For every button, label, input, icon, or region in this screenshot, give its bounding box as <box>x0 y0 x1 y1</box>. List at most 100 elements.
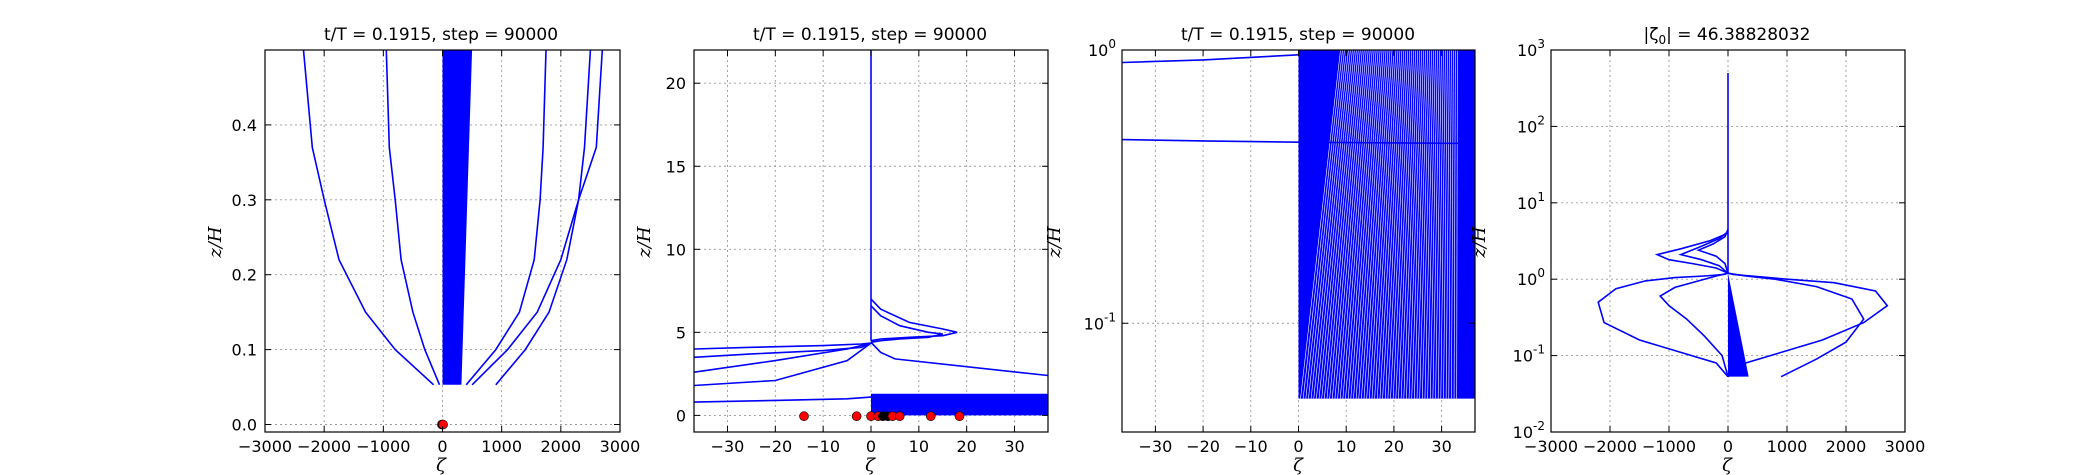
band-hatch <box>1390 50 1409 399</box>
y-tick-label: 0.0 <box>232 416 257 435</box>
x-tick-label: −30 <box>711 437 745 456</box>
y-axis-label: z/H <box>205 226 226 259</box>
chart-panel-1: t/T = 0.1915, step = 90000 ζ z/H −3000 −2… <box>205 25 640 475</box>
data-marker <box>438 419 448 430</box>
band-hatch <box>1406 50 1421 399</box>
band-hatch <box>1451 50 1454 399</box>
x-tick-label: −2000 <box>297 437 351 456</box>
profile-band <box>871 393 1048 416</box>
x-tick-label: 0 <box>866 437 876 456</box>
profile-line <box>1597 272 1729 378</box>
profile-line <box>870 305 943 344</box>
y-tick-label: 5 <box>676 323 686 342</box>
band-hatch <box>1347 50 1377 399</box>
x-tick-label: 1000 <box>1767 437 1808 456</box>
band-hatch <box>1337 50 1369 399</box>
x-tick-label: 20 <box>956 437 976 456</box>
band-hatch <box>1445 50 1450 399</box>
y-tick-label: 0.1 <box>232 341 257 360</box>
y-tick-label: 100 <box>1517 266 1545 289</box>
x-tick-label: 0 <box>437 437 447 456</box>
profile-line <box>471 50 604 386</box>
band-hatch <box>1316 50 1353 399</box>
plot-area <box>1122 50 1475 399</box>
band-hatch <box>1376 50 1399 399</box>
y-tick-label: 0.4 <box>232 116 257 135</box>
x-tick-label: −2000 <box>1583 437 1637 456</box>
profile-line <box>694 342 872 359</box>
band-hatch <box>1324 50 1359 399</box>
y-tick-label: 100 <box>1088 37 1116 60</box>
band-hatch <box>1440 50 1446 399</box>
profile-line <box>694 342 872 373</box>
band-hatch <box>1379 50 1401 399</box>
band-hatch <box>1318 50 1355 399</box>
y-tick-label: 10-2 <box>1513 419 1545 442</box>
band-hatch <box>1331 50 1365 399</box>
band-hatch <box>1424 50 1434 399</box>
x-tick-label: 20 <box>1384 437 1404 456</box>
band-hatch <box>1421 50 1432 399</box>
plot-area <box>694 50 1048 416</box>
y-tick-label: 102 <box>1517 113 1545 136</box>
chart-title: t/T = 0.1915, step = 90000 <box>1181 25 1415 45</box>
band-hatch <box>1369 50 1393 399</box>
x-tick-label: 30 <box>1431 437 1451 456</box>
band-hatch <box>1453 50 1456 399</box>
x-tick-label: 2000 <box>1826 437 1867 456</box>
y-tick-label: 101 <box>1517 190 1545 213</box>
band-hatch <box>1456 50 1458 399</box>
chart-panel-3: t/T = 0.1915, step = 90000 ζ z/H −30 −20−… <box>1044 25 1476 475</box>
band-hatch <box>1321 50 1357 399</box>
band-hatch <box>1334 50 1367 399</box>
x-tick-label: 30 <box>1004 437 1024 456</box>
band-hatch <box>1310 50 1349 399</box>
band-hatch <box>1443 50 1448 399</box>
band-hatch <box>1429 50 1438 399</box>
data-marker <box>954 411 965 422</box>
profile-line <box>1678 230 1729 274</box>
profile-line <box>302 50 435 386</box>
x-tick-label: −1000 <box>1642 437 1696 456</box>
profile-line <box>1122 138 1475 145</box>
band-hatch <box>1366 50 1391 399</box>
y-tick-label: 0 <box>676 406 686 425</box>
x-axis-label: ζ <box>865 455 876 475</box>
y-tick-label: 0.3 <box>232 191 257 210</box>
chart-title: t/T = 0.1915, step = 90000 <box>324 25 558 45</box>
chart-panel-4: |ζ0| = 46.38828032 ζ z/H −3000 −2000 −1000… <box>1469 25 1925 475</box>
band-hatch <box>1345 50 1375 399</box>
chart-panel-2: t/T = 0.1915, step = 90000 ζ z/H −30 −20−… <box>634 25 1049 475</box>
band-hatch <box>1339 50 1371 399</box>
chart-title: |ζ0| = 46.38828032 <box>1644 25 1811 47</box>
band-hatch <box>1400 50 1417 399</box>
band-hatch <box>1387 50 1407 399</box>
profile-line <box>1658 272 1729 377</box>
chart-title: t/T = 0.1915, step = 90000 <box>753 25 987 45</box>
band-hatch <box>1427 50 1436 399</box>
band-hatch <box>1350 50 1379 399</box>
data-marker <box>894 411 905 422</box>
plot-area <box>1597 73 1889 378</box>
data-marker <box>799 411 809 422</box>
band-hatch <box>1398 50 1415 399</box>
y-tick-label: 10-1 <box>1084 310 1116 333</box>
band-hatch <box>1361 50 1387 399</box>
band-hatch <box>1395 50 1413 399</box>
profile-line <box>870 298 958 342</box>
band-hatch <box>1342 50 1373 399</box>
band-hatch <box>1414 50 1426 399</box>
y-tick-label: 15 <box>666 157 686 176</box>
profile-line <box>1727 272 1865 378</box>
x-tick-label: −20 <box>758 437 792 456</box>
band-hatch <box>1382 50 1403 399</box>
x-tick-label: 0 <box>1293 437 1303 456</box>
y-axis-label: z/H <box>634 226 655 259</box>
x-tick-label: −30 <box>1139 437 1173 456</box>
band-hatch <box>1403 50 1419 399</box>
x-tick-label: 0 <box>1723 437 1733 456</box>
band-hatch <box>1435 50 1442 399</box>
band-hatch <box>1448 50 1452 399</box>
band-hatch <box>1411 50 1424 399</box>
band-hatch <box>1392 50 1411 399</box>
